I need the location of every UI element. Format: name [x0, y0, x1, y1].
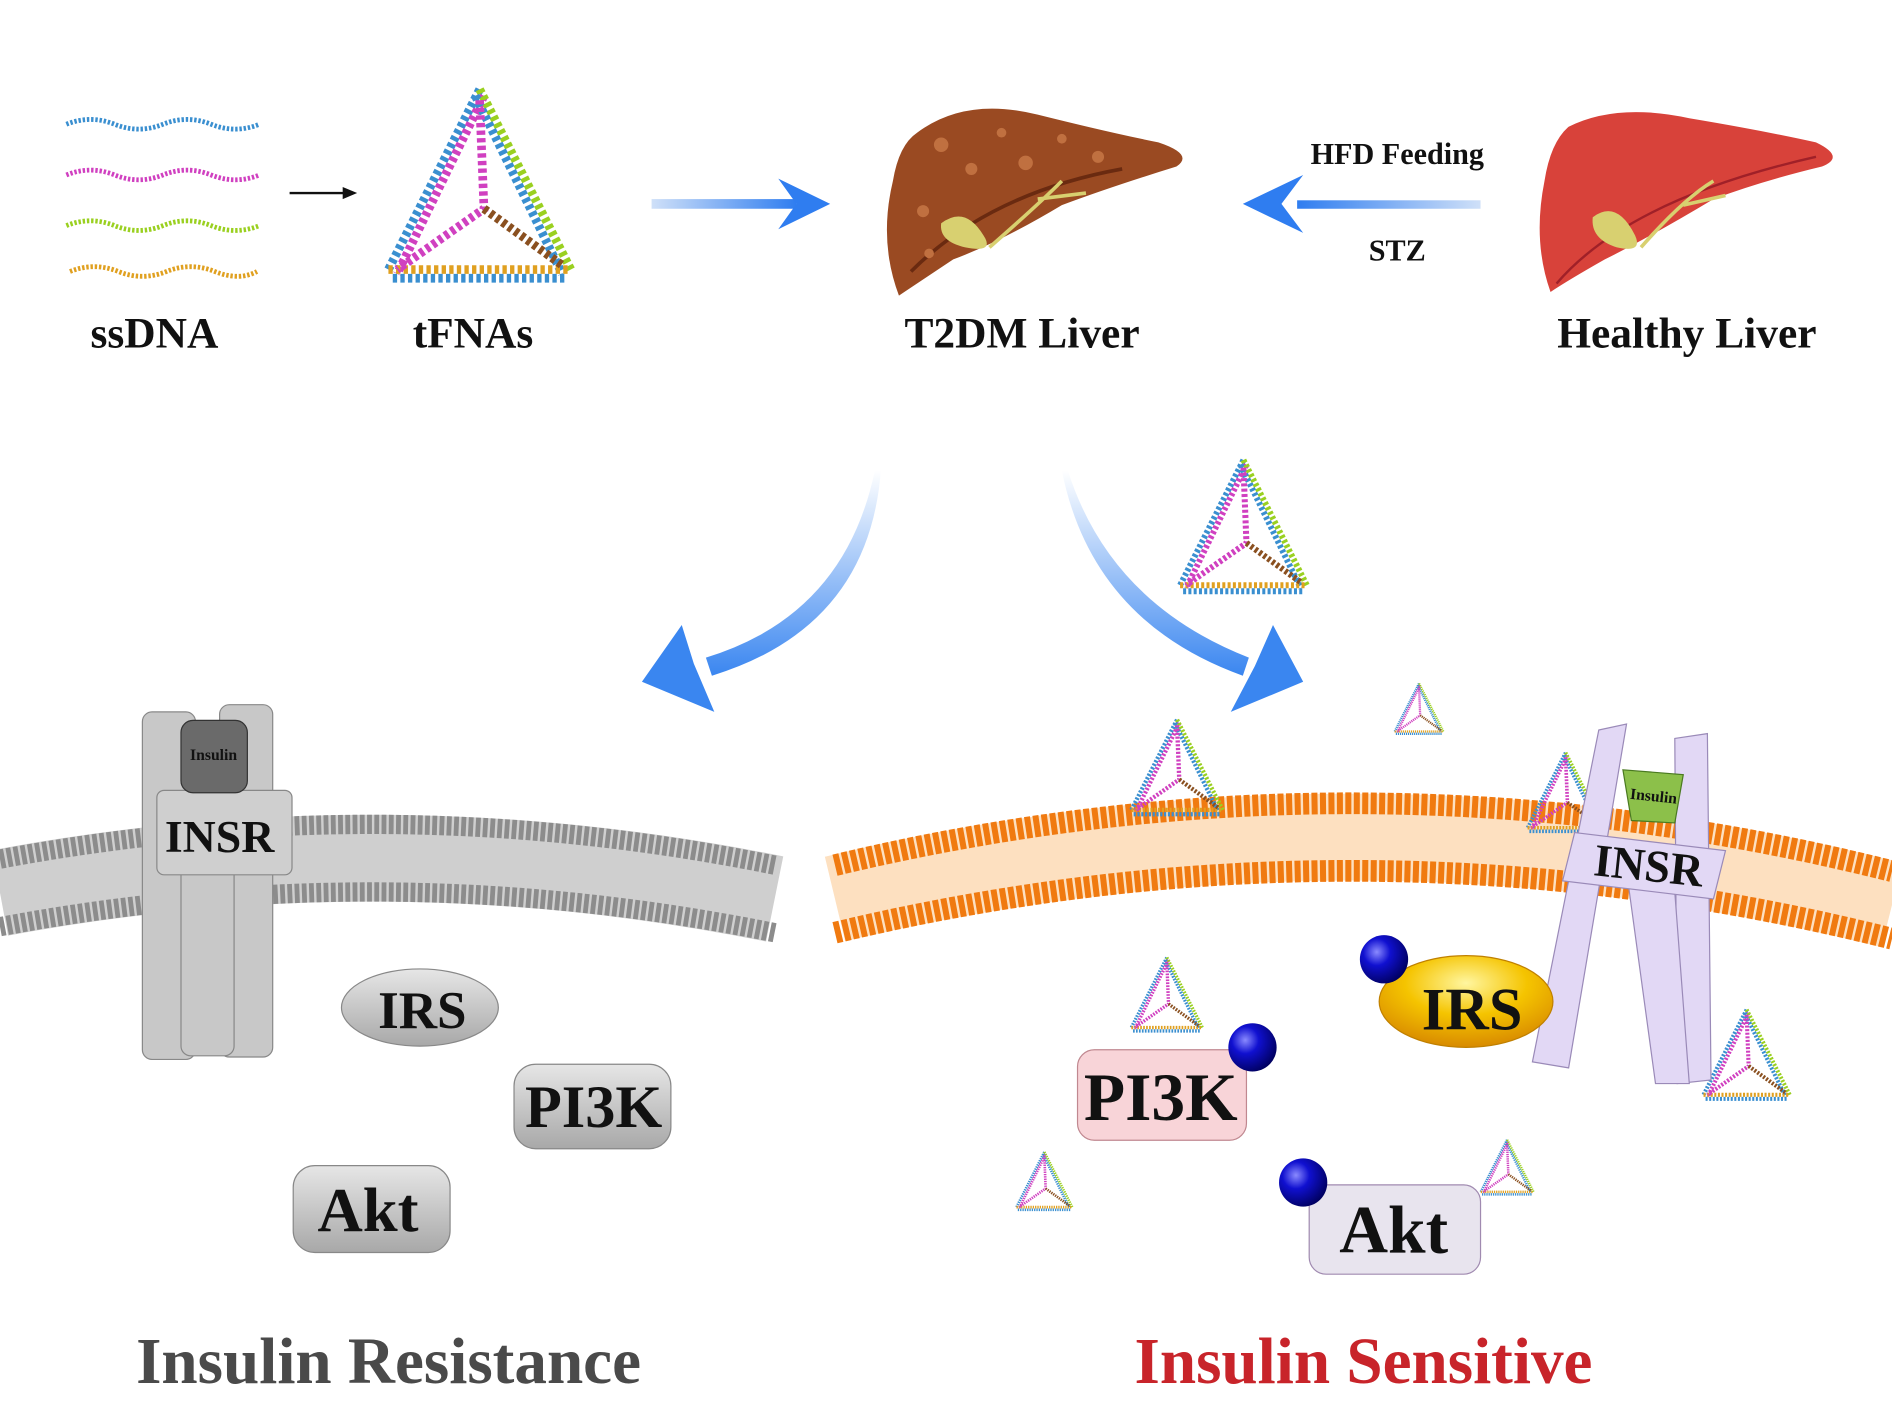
t2dm-liver-icon — [886, 108, 1183, 296]
irs-label-right: IRS — [1422, 976, 1523, 1043]
irs-label-left: IRS — [378, 982, 467, 1040]
cell-membrane-right — [824, 792, 1892, 950]
phosphate-akt — [1279, 1158, 1328, 1207]
tfna-icon — [1704, 1010, 1790, 1099]
dna-strand-orange — [69, 264, 259, 279]
dna-strand-green — [65, 218, 261, 233]
tfna-icon — [1015, 1150, 1074, 1212]
t2dm-liver-label: T2DM Liver — [904, 310, 1139, 358]
phosphate-pi3k — [1228, 1023, 1277, 1072]
dna-strand-magenta — [65, 167, 261, 183]
phosphate-irs — [1359, 935, 1409, 984]
tfna-icon — [1479, 1138, 1535, 1196]
akt-node-left — [292, 1165, 451, 1254]
arrow-hfd-stz — [1242, 174, 1481, 233]
insulin-resistance-title: Insulin Resistance — [136, 1326, 641, 1398]
irs-node-left — [340, 968, 499, 1047]
pi3k-label-left: PI3K — [525, 1074, 662, 1141]
insulin-molecule-left — [180, 719, 248, 794]
tfna-icon — [1180, 460, 1307, 591]
pi3k-node-left — [513, 1063, 672, 1150]
insulin-receptor-left — [141, 704, 293, 1061]
tfna-icon — [1393, 682, 1445, 736]
akt-node-right — [1308, 1184, 1482, 1275]
insulin-molecule-right — [1622, 769, 1684, 824]
akt-label-left: Akt — [317, 1175, 418, 1245]
arrow-to-t2dm — [651, 178, 831, 230]
curved-arrow-right — [1061, 470, 1304, 712]
insulin-sensitive-title: Insulin Sensitive — [1135, 1326, 1593, 1398]
cell-membrane-left — [0, 814, 784, 943]
tfnas-label: tFNAs — [413, 310, 534, 358]
insulin-label-left: Insulin — [190, 747, 237, 764]
insulin-receptor-right — [1531, 723, 1727, 1085]
curved-arrow-left — [641, 470, 881, 712]
dna-strand-blue — [65, 117, 261, 132]
insulin-label-right: Insulin — [1629, 786, 1678, 808]
hfd-feeding-label: HFD Feeding — [1311, 137, 1484, 171]
ssdna-label: ssDNA — [91, 310, 220, 358]
stz-label: STZ — [1369, 234, 1426, 268]
pi3k-label-right: PI3K — [1084, 1060, 1238, 1135]
small-arrow — [289, 187, 358, 200]
healthy-liver-label: Healthy Liver — [1557, 310, 1816, 358]
akt-label-right: Akt — [1339, 1192, 1448, 1267]
tfna-structure-icon — [388, 89, 570, 278]
insr-label-left: INSR — [165, 811, 275, 862]
tfna-icon — [1129, 955, 1205, 1033]
pi3k-node-right — [1076, 1049, 1248, 1141]
irs-node-right — [1378, 955, 1554, 1048]
healthy-liver-icon — [1539, 112, 1833, 293]
insr-label-right: INSR — [1592, 834, 1707, 896]
ssdna-strands — [65, 117, 261, 279]
